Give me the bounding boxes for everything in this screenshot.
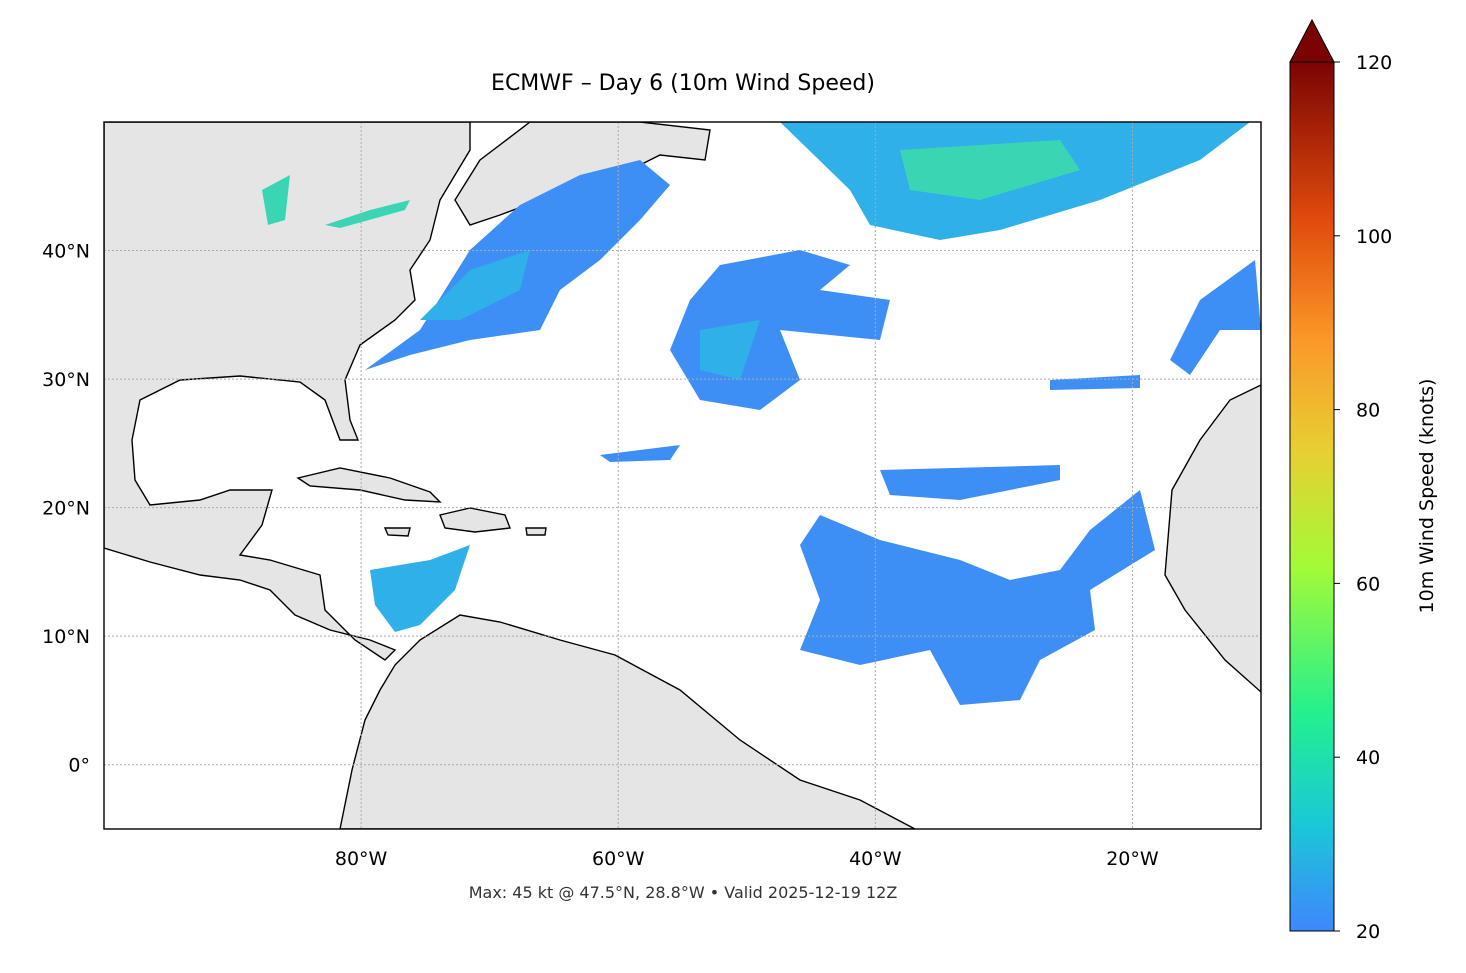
wind-swath — [262, 175, 290, 225]
wind-swath — [880, 465, 1060, 500]
wind-swath — [370, 545, 470, 632]
colorbar-tick-label: 20 — [1356, 921, 1380, 943]
wind-swath — [420, 250, 530, 320]
wind-swath — [900, 140, 1080, 200]
wind-swath — [600, 445, 680, 462]
jamaica — [383, 527, 411, 537]
lat-tick-label: 20°N — [42, 498, 90, 520]
colorbar-tick-label: 40 — [1356, 747, 1380, 769]
hispaniola — [439, 507, 511, 533]
cuba — [296, 467, 442, 503]
lat-tick-label: 10°N — [42, 626, 90, 648]
lon-tick-label: 40°W — [849, 848, 902, 870]
colorbar-tick-label: 120 — [1356, 52, 1392, 74]
lon-tick-label: 60°W — [592, 848, 645, 870]
colorbar-tick-label: 80 — [1356, 400, 1380, 422]
graticule — [104, 122, 1261, 829]
north-america — [104, 122, 471, 661]
lat-tick-label: 30°N — [42, 369, 90, 391]
wind-swath — [1170, 260, 1261, 375]
colorbar-tick-label: 60 — [1356, 573, 1380, 595]
africa — [1164, 384, 1261, 693]
map-body — [104, 122, 1261, 829]
puerto-rico — [525, 527, 547, 536]
wind-swath — [1050, 375, 1140, 390]
footer-note: Max: 45 kt @ 47.5°N, 28.8°W • Valid 2025… — [469, 883, 898, 902]
map-title: ECMWF – Day 6 (10m Wind Speed) — [491, 71, 875, 96]
wind-swath — [325, 200, 410, 228]
axes: 80°W 60°W 40°W 20°W 0° 10°N 20°N 30°N 40°N — [42, 241, 1159, 870]
lat-tick-label: 40°N — [42, 241, 90, 263]
colorbar — [1289, 61, 1335, 932]
south-america — [339, 614, 916, 829]
colorbar-extend — [1289, 18, 1335, 63]
wind-swath — [700, 320, 760, 380]
lat-tick-label: 0° — [68, 755, 90, 777]
lon-tick-label: 20°W — [1106, 848, 1159, 870]
wind-swath — [800, 490, 1155, 705]
lon-tick-label: 80°W — [335, 848, 388, 870]
colorbar-tick-label: 100 — [1356, 226, 1392, 248]
colorbar-label: 10m Wind Speed (knots) — [1416, 379, 1438, 614]
map-frame — [103, 121, 1262, 830]
